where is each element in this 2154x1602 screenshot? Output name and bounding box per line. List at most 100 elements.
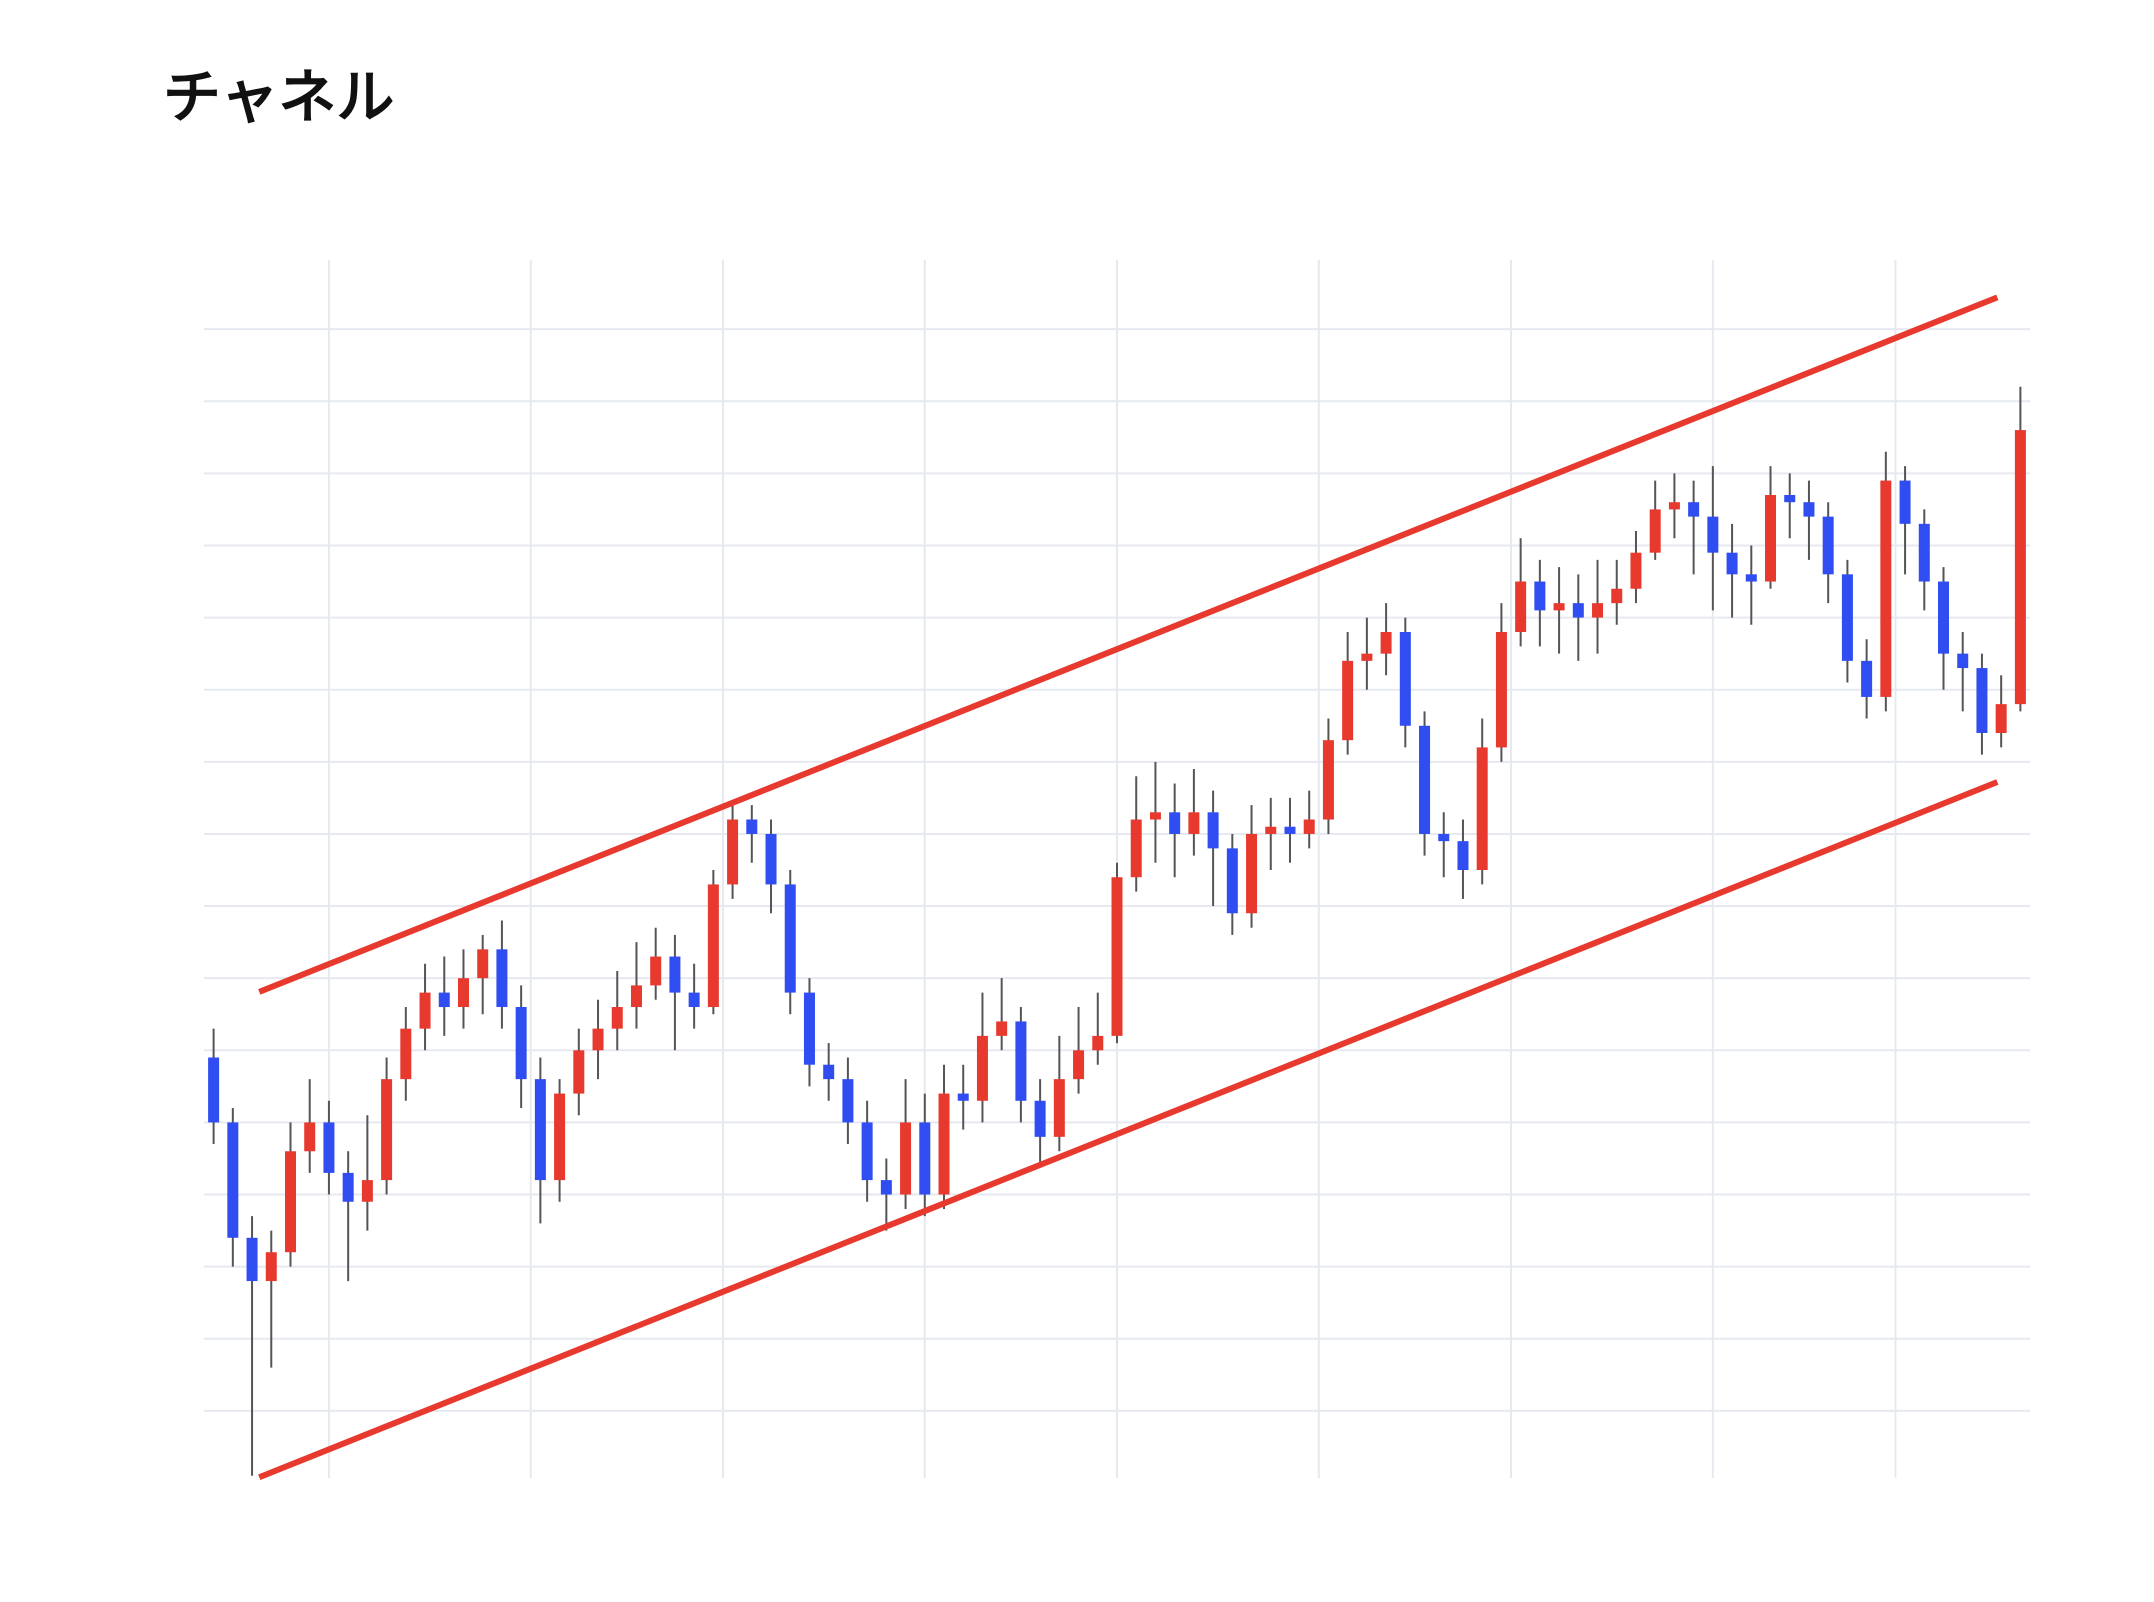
candle-body [1169,812,1181,834]
candle-body [938,1093,950,1195]
candle-body [861,1122,873,1181]
candle-body [1861,660,1873,697]
candle-body [1265,826,1277,834]
candle-body [1688,502,1700,517]
candle-body [1572,603,1584,618]
chart-title: チャネル [163,63,395,131]
candle-body [1303,819,1315,834]
candle-body [1073,1050,1085,1080]
candle-body [765,833,777,885]
candle-body [1380,632,1392,654]
candle-body [1707,516,1719,553]
candle-body [1149,812,1161,820]
candle-body [1784,494,1796,503]
channel-line [258,294,1999,995]
candle-body [900,1122,912,1195]
candle-body [1822,516,1834,575]
candle-body [381,1079,393,1181]
candle-body [823,1064,835,1080]
candle-body [304,1122,316,1152]
candle-body [1726,552,1738,575]
candle-body [246,1237,258,1282]
candle-body [1957,653,1969,669]
candle-body [1399,632,1411,726]
candle-body [803,992,815,1065]
candle-body [1188,812,1200,834]
candle-body [1515,581,1527,633]
candle-body [976,1035,988,1101]
candle-body [1592,603,1604,618]
candle-body [1476,747,1488,870]
candle-body [1284,826,1296,834]
candle-body [784,884,796,993]
candle-body [554,1093,566,1181]
candle-body [477,949,489,979]
candle-body [650,956,662,986]
candle-body [2014,430,2026,705]
candle-body [1745,574,1757,582]
candle-body [1668,502,1680,510]
candle-body [996,1021,1008,1036]
candle-body [707,884,719,1008]
candle-body [1649,509,1661,553]
candle-body [1226,848,1238,914]
candle-body [208,1057,220,1123]
candle-body [669,956,681,993]
candle-body [592,1028,604,1051]
candle-body [1803,502,1815,517]
candle-body [842,1079,854,1123]
candle-body [1034,1100,1046,1137]
candle-body [438,992,450,1008]
candle-body [746,819,758,834]
candle-body [323,1122,335,1173]
candle-body [1938,581,1950,654]
candle-body [573,1050,585,1094]
candle-body [342,1172,354,1202]
candle-body [688,992,700,1008]
channel-line [258,779,1999,1481]
candle-body [1207,812,1219,849]
candle-body [515,1007,527,1080]
candle-body [1611,588,1623,604]
candle-body [1630,552,1642,589]
candle-body [727,819,739,885]
candle-body [419,992,431,1029]
candle-body [1880,480,1892,697]
candle-body [1092,1035,1104,1051]
candle-body [1015,1021,1027,1101]
candle-body [1438,833,1450,842]
candle-body [265,1252,277,1282]
candle-body [1976,668,1988,733]
candle-body [361,1180,373,1202]
candle-body [1918,523,1930,582]
candle-body [1553,603,1565,611]
candle-body [880,1180,892,1195]
candle-body [919,1122,931,1195]
candle-body [1841,574,1853,661]
candle-body [284,1151,296,1253]
candle-body [957,1093,969,1101]
candle-body [1053,1079,1065,1137]
candle-body [1246,833,1258,914]
candle-body [630,985,642,1008]
candle-body [1342,660,1354,741]
candle-body [1495,632,1507,748]
candle-body [1130,819,1142,878]
candle-body [400,1028,412,1080]
candle-body [1457,841,1469,870]
candle-body [496,949,508,1008]
candle-body [1361,653,1373,661]
candle-body [611,1007,623,1029]
candle-body [1899,480,1911,524]
candle-body [227,1122,239,1238]
candle-body [1322,740,1334,820]
candle-body [1419,725,1431,834]
candle-body [1111,877,1123,1036]
candle-body [457,978,469,1008]
candle-body [534,1079,546,1181]
candle-body [1765,494,1777,582]
candle-body [1995,704,2007,733]
candle-body [1534,581,1546,611]
